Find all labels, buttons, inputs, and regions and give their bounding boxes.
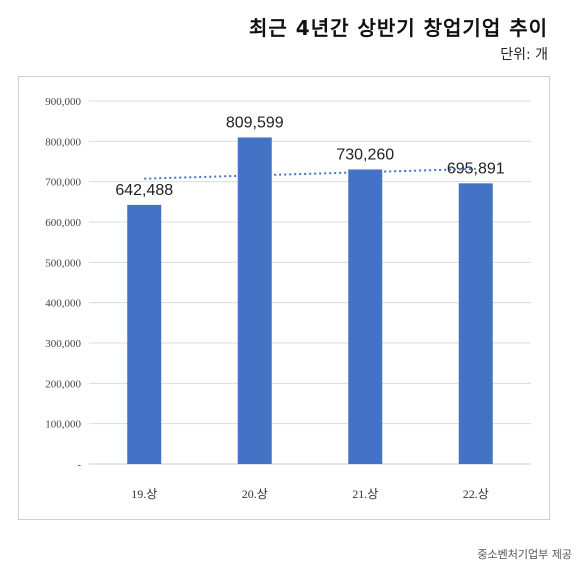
x-tick-label: 20.상: [242, 487, 268, 501]
y-tick-label: 800,000: [45, 136, 81, 148]
credit-text: 중소벤처기업부 제공: [477, 548, 572, 561]
y-tick-label: 700,000: [45, 177, 81, 189]
y-tick-label: -: [77, 459, 81, 471]
bar: [458, 183, 493, 464]
x-tick-label: 19.상: [131, 487, 157, 501]
trendline: [144, 167, 476, 180]
data-label: 730,260: [336, 146, 394, 163]
bar: [348, 169, 383, 464]
bar: [237, 137, 272, 464]
x-tick-label: 22.상: [463, 487, 489, 501]
y-tick-label: 400,000: [45, 298, 81, 310]
y-tick-label: 900,000: [45, 96, 81, 108]
data-label: 695,891: [447, 160, 505, 177]
y-tick-label: 500,000: [45, 257, 81, 269]
bar-chart: - 100,000 200,000 300,000 400,000 500,000 600,…: [45, 96, 531, 501]
y-tick-label: 300,000: [45, 338, 81, 350]
chart-frame: - 100,000 200,000 300,000 400,000 500,000 600,…: [18, 76, 550, 520]
data-label: 642,488: [115, 182, 173, 199]
chart-title: 최근 4년간 상반기 창업기업 추이: [249, 16, 548, 40]
y-tick-label: 200,000: [45, 378, 81, 390]
unit-label: 단위: 개: [500, 47, 548, 63]
y-tick-label: 100,000: [45, 419, 81, 431]
bar: [127, 204, 162, 465]
y-tick-label: 600,000: [45, 217, 81, 229]
x-tick-label: 21.상: [352, 487, 378, 501]
data-label: 809,599: [226, 114, 284, 131]
